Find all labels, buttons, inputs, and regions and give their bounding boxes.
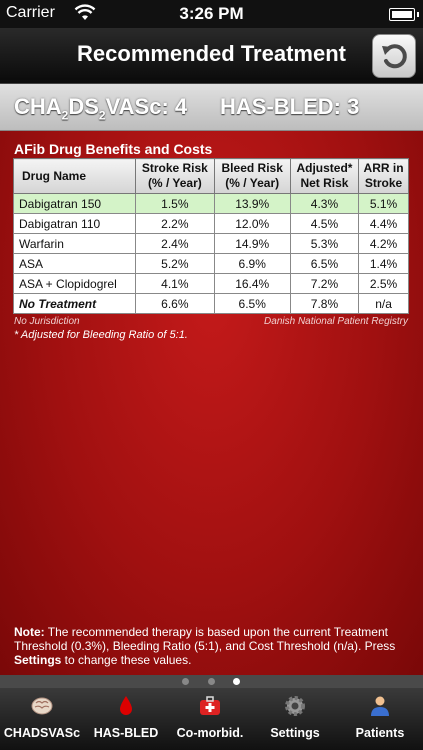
table-row[interactable]: Warfarin 2.4% 14.9% 5.3% 4.2% (12, 233, 409, 254)
tab-label: Settings (270, 726, 320, 740)
gear-icon (285, 696, 305, 716)
table-row[interactable]: ASA 5.2% 6.9% 6.5% 1.4% (12, 253, 409, 274)
header-stroke-risk: Stroke Risk (% / Year) (135, 158, 215, 194)
score-summary: CHA2DS2VASc: 4 HAS-BLED: 3 (0, 84, 423, 131)
first-aid-kit-icon (200, 696, 220, 715)
status-bar: Carrier 3:26 PM (0, 0, 423, 28)
navigation-bar: Recommended Treatment (0, 28, 423, 84)
clock: 3:26 PM (179, 4, 244, 23)
table-row[interactable]: No Treatment 6.6% 6.5% 7.8% n/a (12, 293, 409, 314)
battery-icon (389, 8, 419, 21)
carrier-label: Carrier (6, 4, 55, 21)
header-bleed-risk: Bleed Risk (% / Year) (213, 158, 291, 194)
table-row[interactable]: Dabigatran 110 2.2% 12.0% 4.5% 4.4% (12, 213, 409, 234)
hasbled-score: HAS-BLED: 3 (220, 94, 360, 119)
drug-table: Drug Name Stroke Risk (% / Year) Bleed Ri… (12, 158, 409, 314)
tab-co-morbid[interactable]: Co-morbid. (168, 688, 252, 750)
data-source-label: Danish National Patient Registry (264, 316, 408, 327)
tab-chadsvasc[interactable]: CHADSVASc (0, 688, 84, 750)
adjustment-footnote: * Adjusted for Bleeding Ratio of 5:1. (14, 329, 188, 341)
tab-patients[interactable]: Patients (338, 688, 422, 750)
tab-has-bled[interactable]: HAS-BLED (84, 688, 168, 750)
chadsvasc-score: CHA2DS2VASc: 4 (14, 94, 188, 123)
page-dot[interactable] (208, 678, 215, 685)
page-dot-active[interactable] (233, 678, 240, 685)
tab-bar: CHADSVASc HAS-BLED Co-morbid. Settings P… (0, 688, 423, 750)
table-header-row: Drug Name Stroke Risk (% / Year) Bleed Ri… (12, 158, 409, 194)
header-net-risk: Adjusted* Net Risk (289, 158, 360, 194)
person-icon (371, 696, 389, 716)
wifi-icon (74, 4, 96, 20)
table-title: AFib Drug Benefits and Costs (14, 141, 213, 157)
content-panel: AFib Drug Benefits and Costs Drug Name S… (0, 131, 423, 675)
recommendation-note: Note: The recommended therapy is based u… (14, 625, 396, 667)
tab-label: CHADSVASc (3, 726, 81, 740)
page-dot[interactable] (182, 678, 189, 685)
tab-label: HAS-BLED (93, 726, 159, 740)
page-title: Recommended Treatment (77, 41, 346, 66)
header-arr-stroke: ARR in Stroke (358, 158, 409, 194)
jurisdiction-label: No Jurisdiction (14, 316, 80, 327)
table-row[interactable]: ASA + Clopidogrel 4.1% 16.4% 7.2% 2.5% (12, 273, 409, 294)
header-drug-name: Drug Name (12, 158, 137, 194)
brain-icon (31, 697, 53, 715)
table-row[interactable]: Dabigatran 150 1.5% 13.9% 4.3% 5.1% (12, 193, 409, 214)
reset-button[interactable] (372, 34, 416, 78)
blood-drop-icon (120, 696, 132, 715)
tab-label: Co-morbid. (176, 726, 244, 740)
refresh-icon (382, 44, 407, 69)
tab-label: Patients (355, 726, 405, 740)
tab-settings[interactable]: Settings (253, 688, 337, 750)
page-indicator[interactable] (0, 675, 423, 688)
settings-link[interactable]: Settings (14, 653, 62, 667)
